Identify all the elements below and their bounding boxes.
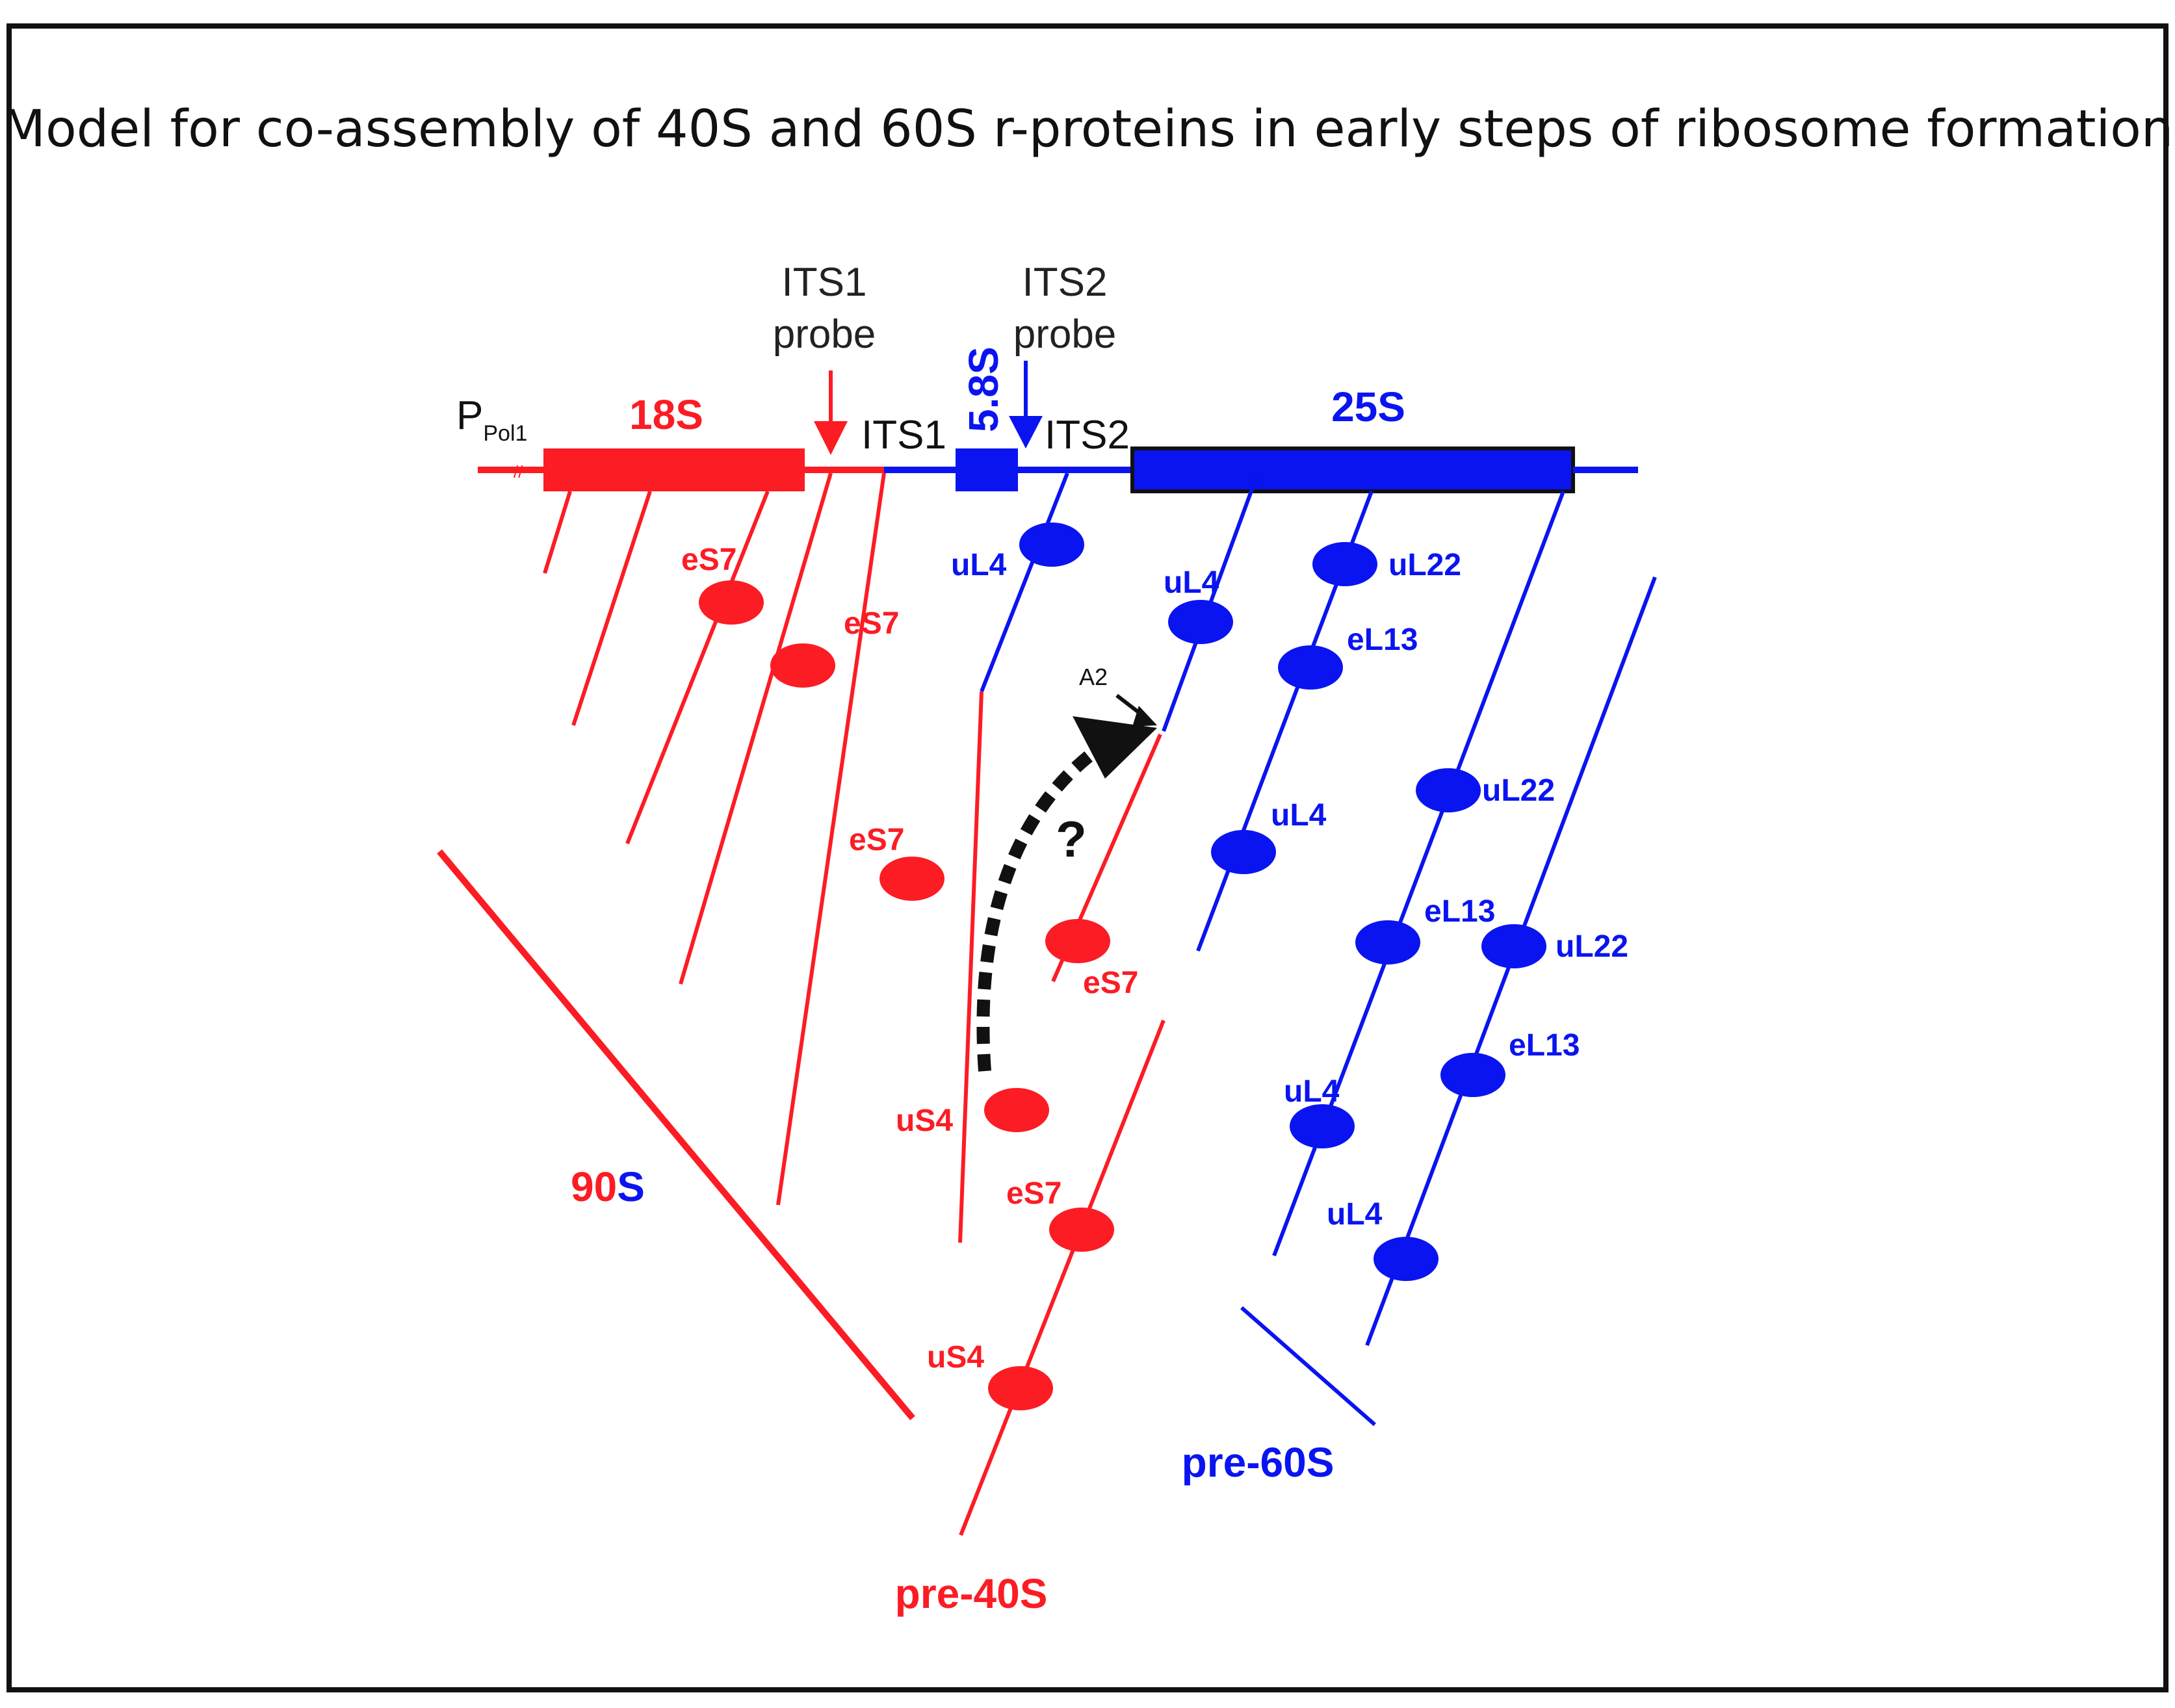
label-el13-1: eL13 [1347, 623, 1418, 657]
question-mark: ? [1056, 810, 1087, 868]
protein-el13-2 [1355, 920, 1420, 964]
protein-es7-2 [770, 643, 835, 688]
protein-us4-1 [984, 1088, 1049, 1132]
protein-es7-4 [1045, 919, 1110, 963]
figure-frame [7, 23, 2168, 1692]
break-mark: // [514, 462, 523, 482]
label-90s: 90S [571, 1163, 645, 1210]
co-assembly-dashed-arrow: ? [976, 716, 1157, 1072]
label-ul4-2: uL4 [1164, 565, 1219, 600]
25s-box [1130, 446, 1575, 493]
protein-es7-5 [1049, 1208, 1114, 1252]
its2-probe-line2: probe [1013, 312, 1117, 357]
18s-box [543, 448, 805, 491]
18s-label: 18S [629, 391, 703, 438]
red-proteins [699, 580, 1114, 1410]
its2-label: ITS2 [1045, 413, 1130, 458]
protein-el13-3 [1440, 1053, 1505, 1097]
its2-probe-arrow-icon [1009, 416, 1043, 448]
protein-ul4-5 [1374, 1237, 1439, 1281]
protein-el13-1 [1278, 645, 1343, 690]
its1-label: ITS1 [861, 413, 946, 458]
label-ul4-3: uL4 [1271, 798, 1327, 833]
red-protein-labels: eS7 eS7 eS7 eS7 uS4 eS7 uS4 [681, 543, 1138, 1375]
pre40s-line [959, 1019, 1166, 1536]
label-es7-5: eS7 [1006, 1176, 1061, 1211]
a2-cleavage: A2 [1079, 664, 1157, 727]
transcript-2 [571, 491, 652, 726]
promoter-label: PPol1 [456, 393, 527, 446]
red-transcripts [543, 472, 886, 1206]
rdna-gene-map: PPol1 // 18S ITS1 5.8S ITS2 25S [456, 346, 1638, 493]
label-el13-3: eL13 [1509, 1028, 1580, 1063]
protein-ul4-3 [1211, 830, 1276, 874]
figure-title: Model for co-assembly of 40S and 60S r-p… [2, 100, 2174, 159]
transcript-6-red [958, 691, 983, 1243]
protein-es7-1 [699, 580, 764, 625]
transcript-3 [625, 490, 770, 845]
protein-ul4-2 [1168, 600, 1233, 644]
protein-ul22-1 [1312, 542, 1377, 586]
label-es7-4: eS7 [1083, 966, 1138, 1000]
transcript-5 [776, 472, 886, 1206]
protein-ul4-4 [1290, 1104, 1355, 1148]
label-es7-3: eS7 [849, 823, 904, 857]
label-es7-2: eS7 [844, 606, 899, 641]
label-pre40s: pre-40S [895, 1570, 1048, 1617]
label-ul22-2: uL22 [1482, 773, 1555, 808]
5-8s-label: 5.8S [960, 346, 1007, 432]
probe-its2: ITS2 probe [1009, 260, 1116, 448]
its1-probe-line2: probe [773, 312, 876, 357]
its2-probe-line1: ITS2 [1022, 260, 1108, 305]
probe-its1: ITS1 probe [773, 260, 876, 455]
label-el13-2: eL13 [1424, 894, 1495, 929]
a2-label: A2 [1079, 664, 1108, 690]
transcript-6-blue [980, 472, 1069, 693]
label-ul4-5: uL4 [1327, 1197, 1383, 1232]
its1-probe-line1: ITS1 [782, 260, 867, 305]
label-es7-1: eS7 [681, 543, 736, 577]
protein-ul4-1 [1019, 523, 1084, 567]
transcript-1 [543, 491, 572, 574]
label-ul4-4: uL4 [1284, 1074, 1340, 1109]
label-ul4-1: uL4 [951, 548, 1007, 582]
dashed-curve [976, 747, 1098, 1072]
90s-line [437, 849, 915, 1421]
label-us4-2: uS4 [927, 1340, 984, 1375]
protein-ul22-2 [1416, 768, 1481, 812]
pre60s-line [1240, 1306, 1376, 1427]
blue-protein-labels: uL4 uL4 uL22 eL13 uL4 uL22 eL13 uL22 eL1… [951, 548, 1628, 1232]
a2-pointer-head-icon [1132, 706, 1157, 727]
its1-probe-arrow-icon [814, 421, 848, 455]
transcript-6 [958, 472, 1069, 1243]
label-pre60s: pre-60S [1182, 1439, 1335, 1486]
5-8s-box [956, 448, 1018, 491]
transcript-4 [679, 472, 833, 985]
label-ul22-1: uL22 [1388, 548, 1461, 582]
dashed-arrow-head-icon [1073, 716, 1157, 779]
25s-label: 25S [1331, 383, 1405, 430]
blue-proteins [1019, 523, 1546, 1281]
label-ul22-3: uL22 [1556, 929, 1628, 964]
protein-ul22-3 [1481, 924, 1546, 968]
protein-es7-3 [879, 857, 944, 901]
label-us4-1: uS4 [896, 1104, 953, 1138]
protein-us4-2 [988, 1366, 1053, 1410]
